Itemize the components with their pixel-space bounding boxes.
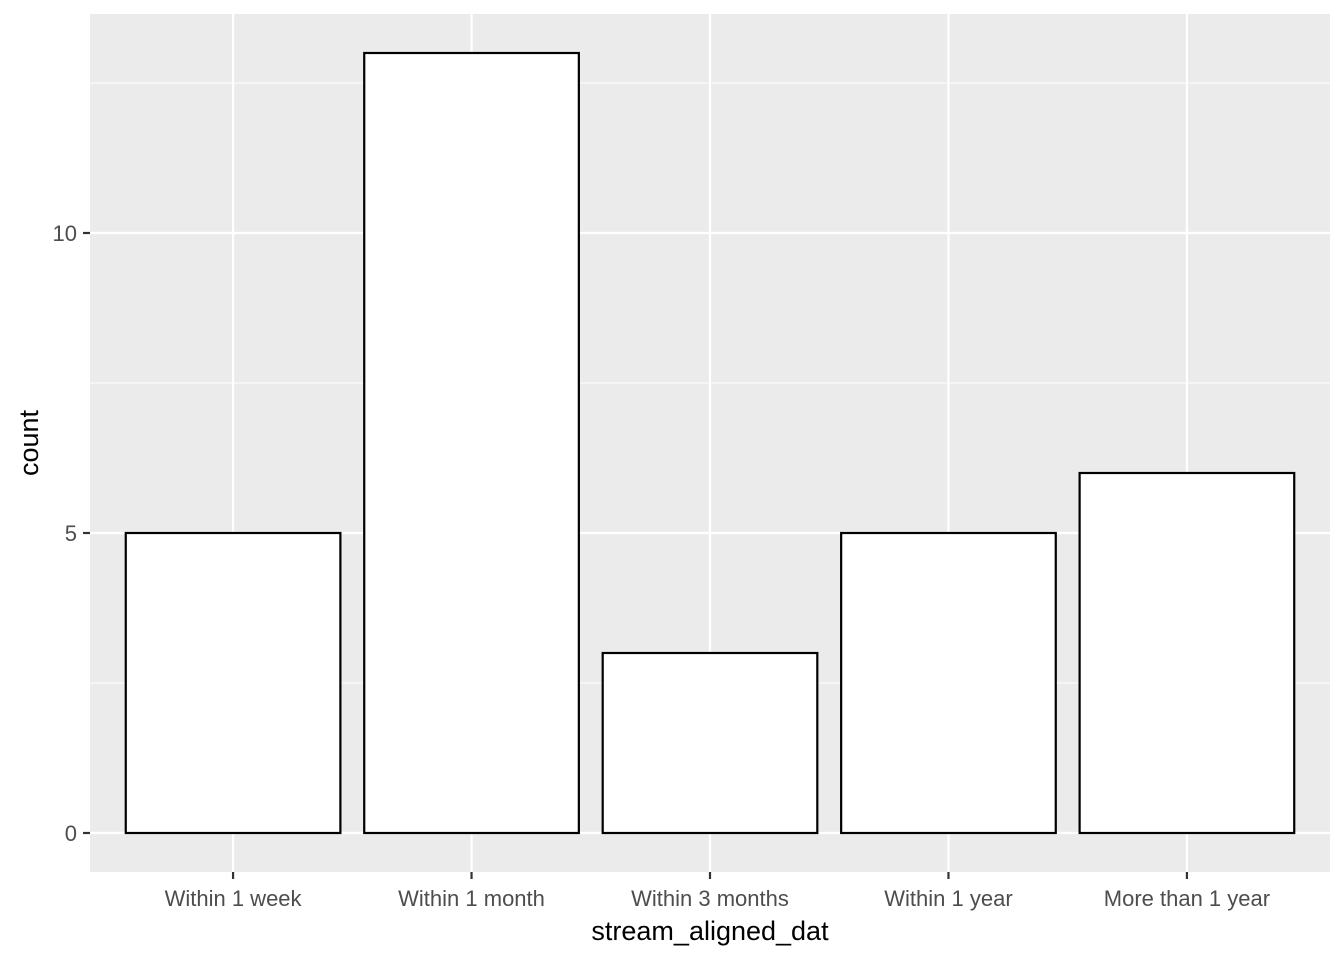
axis-ticks	[83, 231, 1189, 879]
bars	[124, 51, 1296, 835]
x-tick-label: Within 3 months	[631, 886, 789, 911]
bar-1	[124, 531, 342, 835]
y-tick-label: 0	[65, 821, 77, 846]
bar-5	[1078, 471, 1296, 835]
x-tick-label: Within 1 week	[165, 886, 303, 911]
tick-labels: 0 5 10 Within 1 week Within 1 month Within 3 …	[53, 221, 1271, 911]
bar-4	[840, 531, 1057, 835]
bar-2	[363, 51, 580, 835]
x-tick-label: Within 1 month	[398, 886, 545, 911]
x-tick-label: More than 1 year	[1104, 886, 1270, 911]
y-axis-title: count	[14, 409, 44, 476]
y-tick-label: 10	[53, 221, 77, 246]
x-tick-label: Within 1 year	[884, 886, 1012, 911]
bar-3	[601, 651, 819, 835]
x-axis-title: stream_aligned_dat	[591, 916, 829, 946]
y-tick-label: 5	[65, 521, 77, 546]
